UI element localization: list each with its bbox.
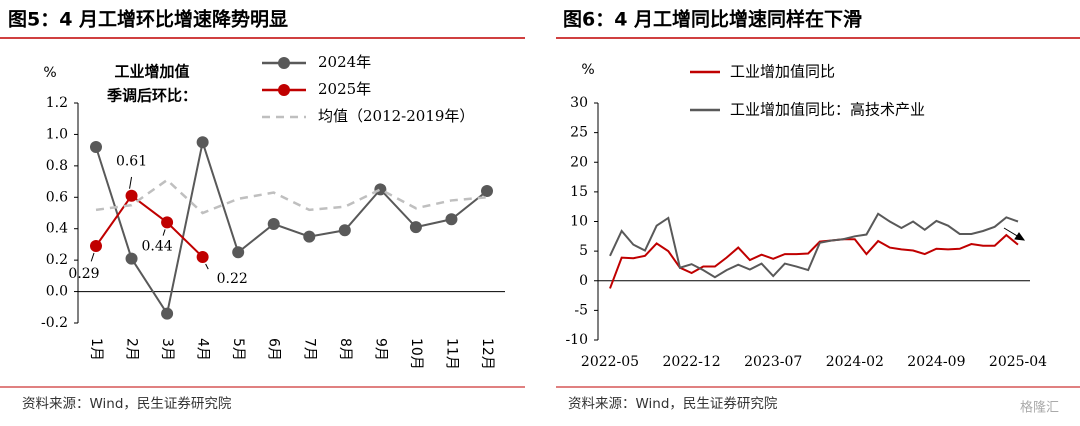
legend-label: 工业增加值同比 <box>730 63 835 81</box>
point <box>232 246 245 259</box>
y-tick-label: 25 <box>570 125 588 141</box>
point <box>303 230 316 243</box>
y-tick-label: 15 <box>570 184 588 200</box>
source: 资料来源：Wind，民生证券研究院 <box>22 396 232 412</box>
y-tick-label: 0.8 <box>46 158 68 174</box>
y-tick-label: 1.2 <box>46 95 68 111</box>
annotation: 工业增加值 <box>114 63 189 81</box>
x-tick-label: 7月 <box>301 338 317 361</box>
leader <box>162 229 166 236</box>
leader <box>129 176 133 189</box>
x-tick-label: 12月 <box>479 338 495 370</box>
y-tick-label: 20 <box>570 154 588 170</box>
legend-label: 2025年 <box>318 80 371 98</box>
point <box>125 252 138 265</box>
x-tick-label: 6月 <box>266 338 282 361</box>
y-tick-label: 5 <box>579 243 588 259</box>
point <box>161 307 174 320</box>
watermark: 格隆汇 <box>1020 400 1059 416</box>
y-tick-label: -10 <box>565 332 588 348</box>
legend-marker <box>278 84 290 96</box>
annotation: 季调后环比： <box>107 87 197 105</box>
x-tick-label: 2024-09 <box>907 354 965 370</box>
y-tick-label: -0.2 <box>41 315 68 331</box>
x-tick-label: 5月 <box>230 338 246 361</box>
x-tick-label: 2022-05 <box>581 354 639 370</box>
series-line <box>609 233 1019 289</box>
x-tick-label: 4月 <box>195 338 211 361</box>
point <box>338 224 351 237</box>
legend-marker <box>278 57 290 69</box>
x-tick-label: 11月 <box>443 338 459 370</box>
legend-label: 2024年 <box>318 53 371 71</box>
point <box>445 213 458 226</box>
chart-title: 图6：4 月工增同比增速同样在下滑 <box>563 8 862 31</box>
point <box>196 136 209 149</box>
point <box>374 183 387 196</box>
y-tick-label: 0.6 <box>46 189 68 205</box>
y-unit: % <box>43 65 56 81</box>
legend-label: 工业增加值同比：高技术产业 <box>730 101 925 119</box>
series-line <box>95 178 488 215</box>
y-unit: % <box>581 62 594 78</box>
point <box>90 141 102 153</box>
x-tick-label: 2025-04 <box>989 354 1047 370</box>
x-tick-label: 2022-12 <box>663 354 721 370</box>
chart-title: 图5：4 月工增环比增速降势明显 <box>8 8 288 31</box>
x-tick-label: 8月 <box>337 338 353 361</box>
data-label: 0.29 <box>68 266 99 282</box>
point <box>90 240 102 252</box>
point <box>267 218 280 230</box>
data-label: 0.61 <box>116 154 147 170</box>
data-label: 0.22 <box>217 271 248 287</box>
data-label: 0.44 <box>142 238 173 254</box>
x-tick-label: 1月 <box>88 338 104 361</box>
y-tick-label: -5 <box>574 302 588 318</box>
series-line <box>95 138 488 317</box>
point <box>481 185 493 197</box>
series-line <box>95 194 204 258</box>
point <box>409 221 422 234</box>
series-line <box>609 212 1019 279</box>
y-tick-label: 0 <box>579 273 588 289</box>
y-tick-label: 0.0 <box>46 284 68 300</box>
y-tick-label: 1.0 <box>46 126 68 142</box>
leader <box>90 252 95 262</box>
legend-label: 均值（2012-2019年） <box>318 107 474 125</box>
x-tick-label: 2月 <box>124 338 140 361</box>
trend-arrow <box>1003 227 1026 241</box>
point <box>161 216 174 229</box>
y-tick-label: 30 <box>570 95 588 111</box>
x-tick-label: 10月 <box>408 338 424 370</box>
x-tick-label: 2023-07 <box>744 354 802 370</box>
y-tick-label: 0.2 <box>46 252 68 268</box>
x-tick-label: 2024-02 <box>826 354 884 370</box>
source: 资料来源：Wind，民生证券研究院 <box>568 396 778 412</box>
point <box>125 189 138 202</box>
leader <box>205 263 209 270</box>
y-tick-label: 0.4 <box>46 221 68 237</box>
x-tick-label: 9月 <box>372 338 388 361</box>
y-tick-label: 10 <box>570 214 588 230</box>
x-tick-label: 3月 <box>159 338 175 361</box>
point <box>196 251 209 263</box>
